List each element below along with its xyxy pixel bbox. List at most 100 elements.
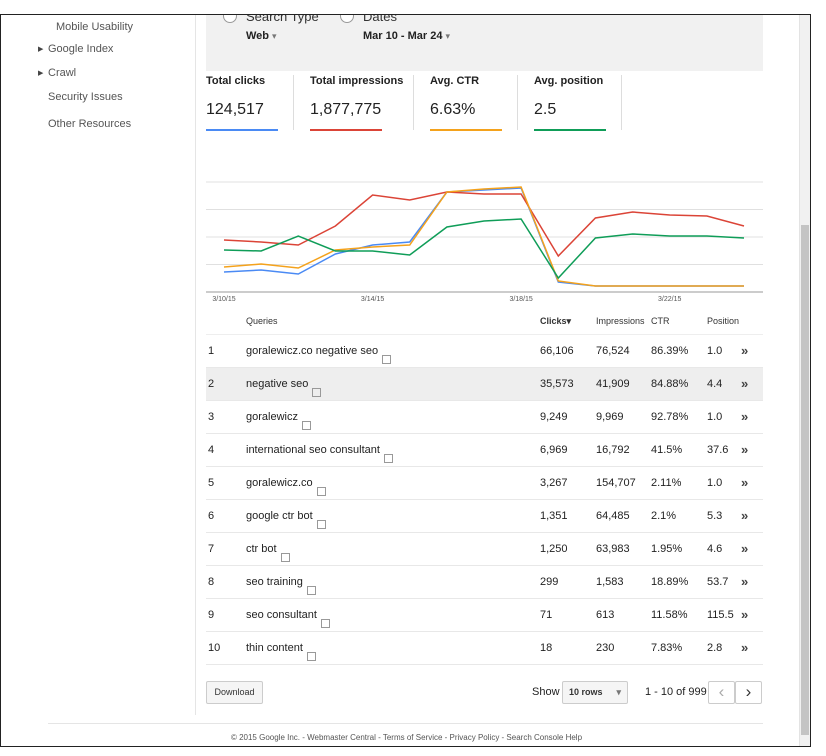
ctr-cell-text: 2.11% xyxy=(651,477,682,489)
query-link[interactable]: international seo consultant xyxy=(246,444,393,463)
footer-links[interactable]: © 2015 Google Inc. - Webmaster Central -… xyxy=(230,733,583,742)
external-link-icon[interactable] xyxy=(320,619,330,628)
position-cell: 115.5 xyxy=(707,609,734,621)
query-link[interactable]: negative seo xyxy=(246,378,322,397)
next-page-button[interactable]: › xyxy=(735,681,762,704)
scrollbar-thumb[interactable] xyxy=(801,225,809,735)
table-row[interactable]: 1 goralewicz.co negative seo 66,106 76,524 8… xyxy=(206,335,763,368)
search-type-dropdown[interactable]: Web ▾ xyxy=(246,30,277,42)
external-link-icon[interactable] xyxy=(312,388,322,397)
rows-per-page-value: 10 rows xyxy=(569,687,603,697)
table-row[interactable]: 10 thin content 18 230 7.83% 2.8 » xyxy=(206,632,763,665)
rows-per-page-select[interactable]: 10 rows ▾ xyxy=(562,681,628,704)
prev-page-button[interactable]: ‹ xyxy=(708,681,735,704)
chevron-down-icon: ▾ xyxy=(272,31,277,41)
col-header-queries[interactable]: Queries xyxy=(246,316,278,326)
clicks-cell-text: 1,250 xyxy=(540,543,568,555)
row-details-chevron-icon[interactable]: » xyxy=(741,640,749,655)
query-link[interactable]: seo consultant xyxy=(246,609,330,628)
query-link[interactable]: goralewicz xyxy=(246,411,311,430)
row-number-text: 6 xyxy=(208,510,215,522)
table-row[interactable]: 6 google ctr bot 1,351 64,485 2.1% 5.3 » xyxy=(206,500,763,533)
queries-table: Queries Clicks▾ Impressions CTR Position… xyxy=(206,308,763,665)
row-details-chevron-icon[interactable]: » xyxy=(741,541,749,556)
table-row[interactable]: 9 seo consultant 71 613 11.58% 115.5 » xyxy=(206,599,763,632)
external-link-icon[interactable] xyxy=(280,553,290,562)
sidebar-item-crawl[interactable]: ▶ Crawl xyxy=(38,67,77,79)
external-link-icon[interactable] xyxy=(306,652,316,661)
table-row[interactable]: 8 seo training 299 1,583 18.89% 53.7 » xyxy=(206,566,763,599)
row-details-chevron-icon[interactable]: » xyxy=(741,343,749,358)
row-details-chevron-icon[interactable]: » xyxy=(741,475,749,490)
impressions-cell-text: 16,792 xyxy=(596,444,630,456)
dates-radio[interactable] xyxy=(340,15,354,23)
impressions-cell-text: 76,524 xyxy=(596,345,630,357)
sidebar-item-security-issues[interactable]: Security Issues xyxy=(48,91,123,103)
query-link[interactable]: seo training xyxy=(246,576,316,595)
row-details-chevron-icon[interactable]: » xyxy=(741,508,749,523)
row-number: 7 xyxy=(208,543,214,555)
position-cell: 37.6 xyxy=(707,444,728,456)
dates-dropdown[interactable]: Mar 10 - Mar 24 ▾ xyxy=(363,30,450,42)
series-line-total-impressions xyxy=(223,191,745,258)
metric-divider xyxy=(517,75,518,130)
clicks-cell: 71 xyxy=(540,609,552,621)
clicks-cell: 18 xyxy=(540,642,552,654)
sidebar-item-label: Security Issues xyxy=(48,91,123,103)
sidebar-item-other-resources[interactable]: Other Resources xyxy=(48,118,131,130)
chevron-down-icon: ▾ xyxy=(445,31,451,41)
col-header-ctr[interactable]: CTR xyxy=(651,316,670,326)
col-header-position[interactable]: Position xyxy=(707,316,740,326)
external-link-icon[interactable] xyxy=(301,421,311,430)
sidebar-item-mobile-usability[interactable]: Mobile Usability xyxy=(56,21,133,33)
search-type-radio[interactable] xyxy=(223,15,237,23)
sidebar-item-label: Crawl xyxy=(48,67,77,79)
row-number-text: 8 xyxy=(208,576,215,588)
row-details-chevron-icon[interactable]: » xyxy=(741,607,749,622)
row-number-text: 5 xyxy=(208,477,215,489)
position-cell-text: 1.0 xyxy=(707,477,723,489)
ctr-cell: 1.95% xyxy=(651,543,682,555)
sidebar-item-label: Google Index xyxy=(48,43,114,55)
clicks-cell: 1,351 xyxy=(540,510,568,522)
table-row[interactable]: 5 goralewicz.co 3,267 154,707 2.11% 1.0 » xyxy=(206,467,763,500)
query-link[interactable]: goralewicz.co xyxy=(246,477,326,496)
vertical-scrollbar[interactable] xyxy=(799,15,810,746)
table-row[interactable]: 4 international seo consultant 6,969 16,792… xyxy=(206,434,763,467)
clicks-cell: 1,250 xyxy=(540,543,568,555)
query-link[interactable]: google ctr bot xyxy=(246,510,326,529)
footer-divider xyxy=(48,723,763,724)
row-number: 6 xyxy=(208,510,214,522)
external-link-icon[interactable] xyxy=(382,355,392,364)
query-link[interactable]: thin content xyxy=(246,642,316,661)
row-number: 2 xyxy=(208,378,214,390)
table-header: Queries Clicks▾ Impressions CTR Position xyxy=(206,308,763,335)
row-details-chevron-icon[interactable]: » xyxy=(741,442,749,457)
clicks-cell-text: 6,969 xyxy=(540,444,568,456)
query-link[interactable]: ctr bot xyxy=(246,543,290,562)
browser-viewport: Mobile Usability ▶ Google Index ▶ Crawl Se… xyxy=(0,14,811,747)
external-link-icon[interactable] xyxy=(306,586,316,595)
impressions-cell: 1,583 xyxy=(596,576,624,588)
sidebar-item-google-index[interactable]: ▶ Google Index xyxy=(38,43,114,55)
row-number-text: 9 xyxy=(208,609,215,621)
external-link-icon[interactable] xyxy=(316,487,326,496)
search-type-value: Web xyxy=(246,30,270,42)
metric-color-bar xyxy=(206,129,278,131)
col-header-clicks[interactable]: Clicks▾ xyxy=(540,316,572,326)
position-cell: 4.4 xyxy=(707,378,722,390)
table-row[interactable]: 3 goralewicz 9,249 9,969 92.78% 1.0 » xyxy=(206,401,763,434)
external-link-icon[interactable] xyxy=(316,520,326,529)
position-cell: 1.0 xyxy=(707,477,722,489)
dates-label: Dates xyxy=(363,14,397,24)
col-header-impressions[interactable]: Impressions xyxy=(596,316,645,326)
row-details-chevron-icon[interactable]: » xyxy=(741,376,749,391)
row-details-chevron-icon[interactable]: » xyxy=(741,574,749,589)
query-link[interactable]: goralewicz.co negative seo xyxy=(246,345,392,364)
position-cell: 5.3 xyxy=(707,510,722,522)
row-details-chevron-icon[interactable]: » xyxy=(741,409,749,424)
table-row[interactable]: 2 negative seo 35,573 41,909 84.88% 4.4 » xyxy=(206,368,763,401)
external-link-icon[interactable] xyxy=(383,454,393,463)
table-row[interactable]: 7 ctr bot 1,250 63,983 1.95% 4.6 » xyxy=(206,533,763,566)
download-button[interactable]: Download xyxy=(206,681,263,704)
